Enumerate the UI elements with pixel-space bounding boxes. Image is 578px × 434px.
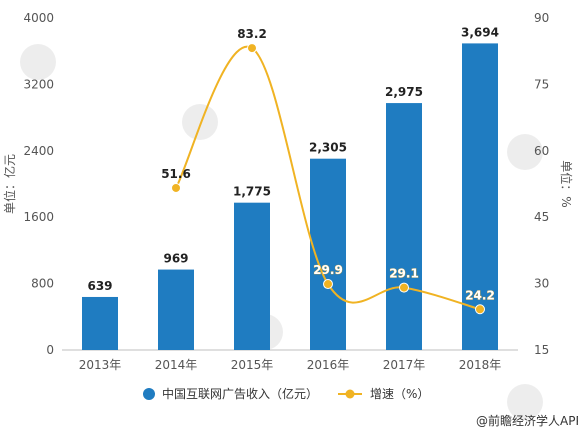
data-labels-layer: 639 969 1,775 2,305 2,975 3,694 51.6 83.2 29.9 29… [87,25,499,302]
growth-line-layer [171,43,485,315]
watermark-logo-icon [507,134,543,170]
y-right-tick-label: 90 [534,11,549,25]
growth-value-label: 24.2 [465,288,495,302]
y-left-tick-label: 1600 [23,210,54,224]
growth-value-label: 51.6 [161,167,191,181]
watermark-logo-icon [507,384,543,420]
x-tick-label: 2015年 [231,358,274,372]
x-tick-label: 2014年 [155,358,198,372]
y-left-tick-label: 3200 [23,77,54,91]
y-right-tick-label: 30 [534,277,549,291]
growth-point [247,43,257,54]
x-tick-label: 2013年 [79,358,122,372]
x-tick-label: 2016年 [307,358,350,372]
bar-value-label: 2,305 [309,141,347,155]
y-left-tick-label: 800 [31,277,54,291]
y-right-tick-label: 75 [534,77,549,91]
bar-value-label: 969 [163,252,188,266]
x-tick-label: 2018年 [459,358,502,372]
watermark-logo-icon [20,44,56,80]
y-right-tick-label: 15 [534,343,549,357]
y-left-tick-label: 4000 [23,11,54,25]
bar-value-label: 639 [87,279,112,293]
legend-line-marker [345,389,355,399]
legend: 中国互联网广告收入（亿元） 增速（%） [143,386,429,401]
y-right-tick-label: 60 [534,144,549,158]
bars-layer [82,43,498,350]
axes-layer: 0 800 1600 2400 3200 4000 15 30 45 60 75 90 单位：亿元 单位：… [2,11,574,372]
growth-value-label: 29.1 [389,267,419,281]
source-label: @前瞻经济学人APP [476,413,578,428]
growth-point [399,282,409,293]
growth-value-label: 83.2 [237,27,267,41]
watermark-logo-icon [182,104,218,140]
y-left-axis-title: 单位：亿元 [2,154,17,214]
growth-value-label: 29.9 [313,263,343,277]
bar-value-label: 3,694 [461,25,499,39]
bar [386,103,422,350]
growth-point [323,279,333,290]
y-left-tick-label: 2400 [23,144,54,158]
legend-line-label: 增速（%） [370,387,429,401]
bar [158,269,194,350]
bar-value-label: 1,775 [233,185,271,199]
bar [234,202,270,350]
y-right-axis-title: 单位：% [559,160,574,207]
bar-value-label: 2,975 [385,85,423,99]
x-tick-label: 2017年 [383,358,426,372]
legend-bar-swatch [143,388,155,400]
y-right-tick-label: 45 [534,210,549,224]
bar [462,43,498,350]
bar [82,296,118,350]
growth-point [475,304,485,315]
y-left-tick-label: 0 [46,343,54,357]
growth-point [171,182,181,193]
legend-bar-label: 中国互联网广告收入（亿元） [162,386,318,401]
